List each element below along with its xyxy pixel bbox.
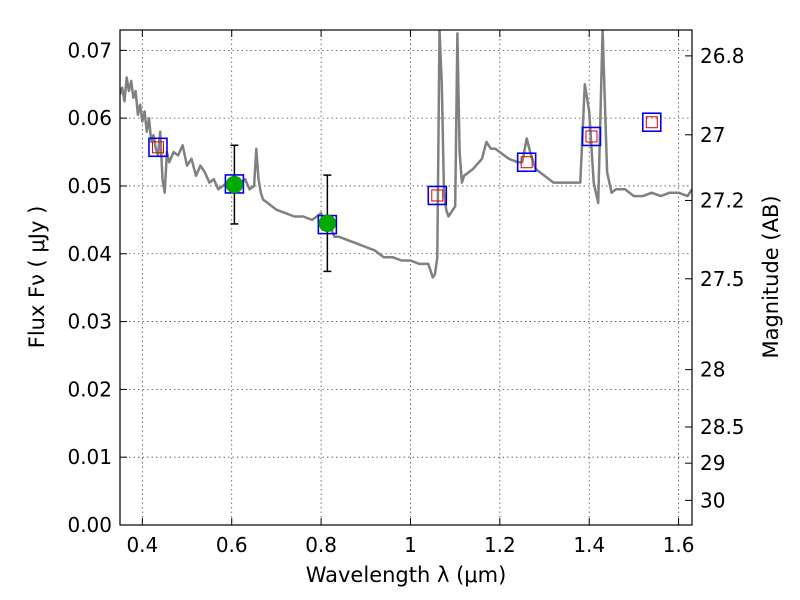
x-tick-label: 0.4 xyxy=(126,533,158,557)
model-point-inner xyxy=(151,141,164,154)
x-tick-label: 1.4 xyxy=(573,533,605,557)
model-point-inner xyxy=(585,130,598,143)
y-tick-label: 0.03 xyxy=(67,310,112,334)
x-tick-label: 1 xyxy=(404,533,417,557)
model-point-box xyxy=(516,152,537,173)
magnitude-tick-label: 26.8 xyxy=(700,44,745,68)
observed-point xyxy=(318,214,337,233)
grid-lines xyxy=(120,30,692,526)
x-tick-label: 0.8 xyxy=(305,533,337,557)
model-point-box xyxy=(427,185,448,206)
model-photometry-series xyxy=(148,112,662,235)
magnitude-axis-label: Magnitude (AB) xyxy=(759,195,783,358)
x-axis-label: Wavelength λ (μm) xyxy=(306,563,507,587)
plot-frame xyxy=(119,29,693,526)
model-point-inner xyxy=(431,189,444,202)
spectrum-line xyxy=(120,30,692,279)
spectrum-series xyxy=(120,30,692,279)
axis-ticks: 0.4 0.6 0.8 1 1.2 1.4 1.6 0.00 0.01 0.02 0.03 0.04 0… xyxy=(67,30,745,557)
y-tick-label: 0.01 xyxy=(67,445,112,469)
y-tick-label: 0.04 xyxy=(67,242,112,266)
y-tick-label: 0.06 xyxy=(67,106,112,130)
magnitude-tick-label: 28.5 xyxy=(700,415,745,439)
magnitude-tick-label: 27 xyxy=(700,123,725,147)
magnitude-tick-label: 29 xyxy=(700,451,725,475)
y-tick-label: 0.02 xyxy=(67,377,112,401)
magnitude-tick-label: 27.2 xyxy=(700,188,745,212)
y-tick-label: 0.07 xyxy=(67,38,112,62)
y-tick-label: 0.00 xyxy=(67,513,112,537)
x-tick-label: 1.2 xyxy=(484,533,516,557)
magnitude-tick-label: 28 xyxy=(700,358,725,382)
observed-photometry-series xyxy=(225,144,337,273)
model-point-box xyxy=(641,112,662,133)
model-point-inner xyxy=(645,116,658,129)
x-tick-label: 0.6 xyxy=(216,533,248,557)
y-axis-label: Flux Fν ( μJy ) xyxy=(25,206,49,349)
model-point-box xyxy=(148,137,168,158)
y-tick-label: 0.05 xyxy=(67,174,112,198)
model-point-inner xyxy=(520,156,533,169)
x-tick-label: 1.6 xyxy=(663,533,695,557)
magnitude-tick-label: 30 xyxy=(700,488,725,512)
model-point-box xyxy=(581,126,602,147)
observed-point xyxy=(225,175,244,194)
magnitude-tick-label: 27.5 xyxy=(700,267,745,291)
